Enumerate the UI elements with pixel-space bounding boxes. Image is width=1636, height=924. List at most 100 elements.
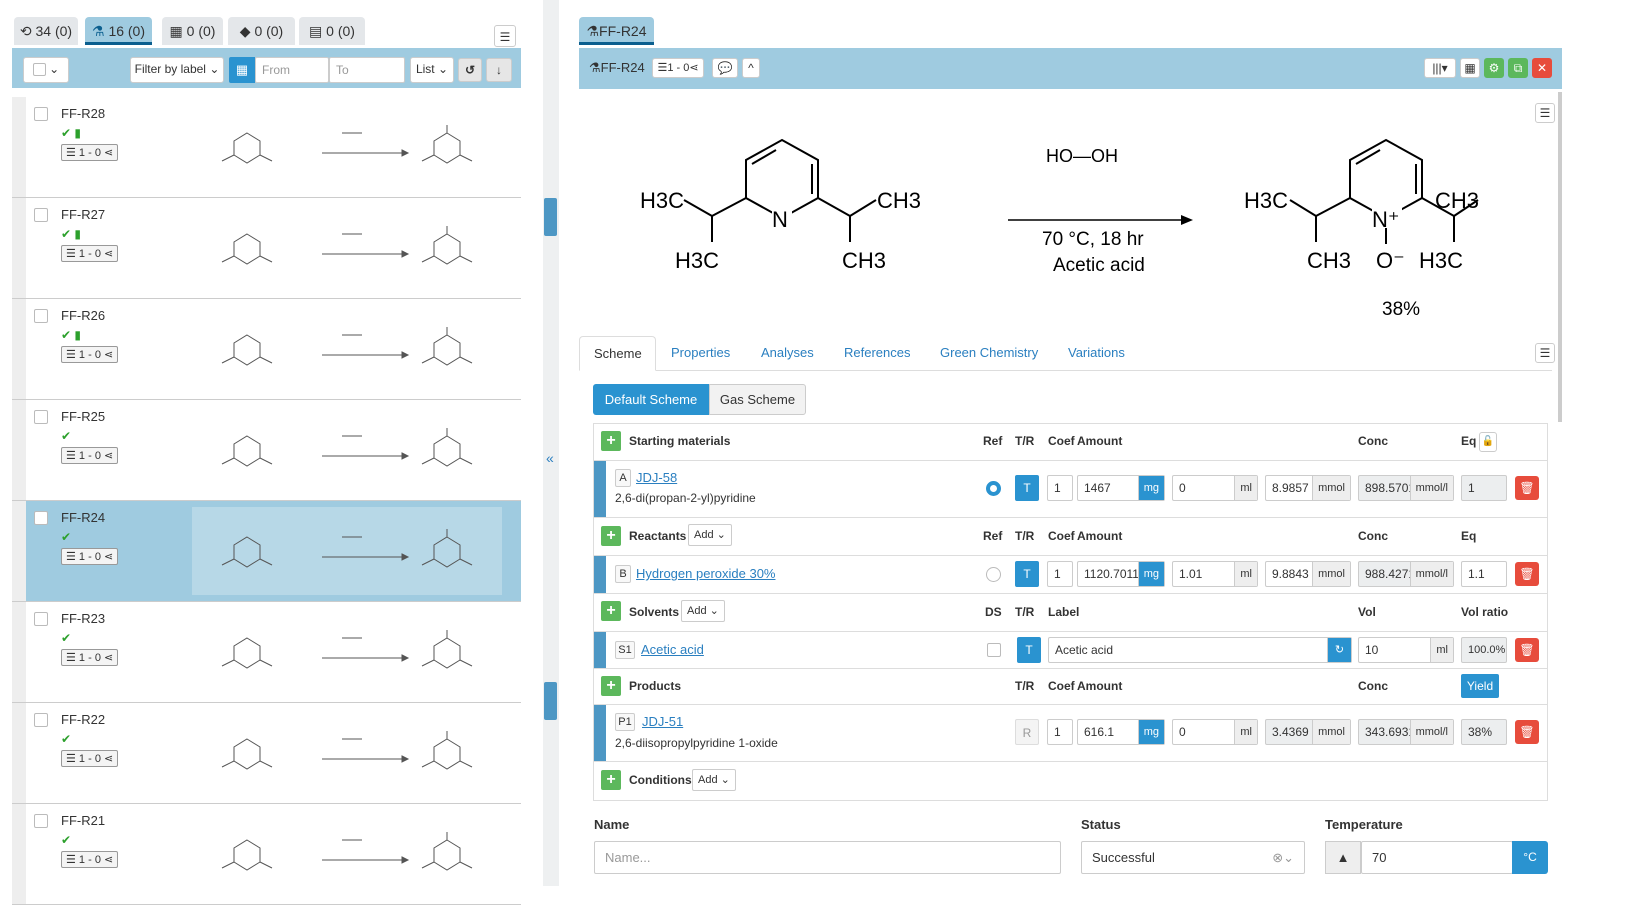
delete-icon[interactable]: 🗑: [1515, 720, 1539, 744]
reaction-thumbnail[interactable]: [192, 709, 502, 797]
settings-sliders-icon[interactable]: ☰: [1535, 343, 1555, 363]
view-mode-dropdown[interactable]: List ⌄: [410, 57, 454, 83]
reset-icon[interactable]: ↺: [458, 58, 482, 82]
add-reactant-dropdown[interactable]: Add ⌄: [688, 524, 732, 546]
reaction-label[interactable]: FF-R24: [61, 510, 106, 525]
chevron-up-icon[interactable]: ^: [742, 58, 760, 78]
reaction-label[interactable]: FF-R23: [61, 611, 106, 626]
reaction-thumbnail[interactable]: [192, 608, 502, 696]
tab-scheme[interactable]: Scheme: [579, 336, 656, 371]
add-solvent-button[interactable]: +: [601, 601, 621, 621]
reaction-label[interactable]: FF-R25: [61, 409, 106, 424]
gas-scheme-button[interactable]: Gas Scheme: [709, 384, 806, 415]
share-button[interactable]: ☰ 1 - 0 ⋖: [61, 346, 119, 363]
eq-input[interactable]: 1.1: [1461, 561, 1507, 587]
tab-variations[interactable]: Variations: [1068, 345, 1125, 360]
gears-icon[interactable]: ⚙: [1484, 58, 1504, 78]
material-link[interactable]: JDJ-58: [636, 470, 678, 485]
drag-handle[interactable]: [12, 299, 26, 399]
reaction-label[interactable]: FF-R21: [61, 813, 106, 828]
tab-analyses[interactable]: Analyses: [761, 345, 814, 360]
sort-down-icon[interactable]: ↓: [486, 58, 512, 82]
tab-properties[interactable]: Properties: [671, 345, 731, 360]
tab-collections[interactable]: ◆ 0 (0): [228, 17, 295, 45]
add-product-button[interactable]: +: [601, 676, 621, 696]
temperature-chart-icon[interactable]: ▲: [1325, 841, 1361, 874]
tr-toggle[interactable]: T: [1017, 637, 1041, 663]
row-checkbox[interactable]: [34, 309, 48, 323]
volume-input[interactable]: 1.01 ml: [1172, 561, 1258, 587]
filter-by-label-dropdown[interactable]: Filter by label ⌄: [130, 57, 224, 83]
calendar-icon[interactable]: ▦: [229, 57, 255, 83]
reaction-thumbnail[interactable]: [192, 204, 502, 292]
reaction-list-item[interactable]: FF-R26 ✔ ▮ ☰ 1 - 0 ⋖: [12, 299, 521, 400]
comments-icon[interactable]: 💬: [712, 58, 738, 78]
add-condition-dropdown[interactable]: Add ⌄: [692, 769, 736, 791]
reaction-thumbnail[interactable]: [192, 103, 502, 191]
share-button[interactable]: ☰1 - 0⋖: [652, 58, 704, 78]
close-icon[interactable]: ✕: [1532, 58, 1552, 78]
collapse-left-icon[interactable]: «: [546, 450, 554, 466]
coef-input[interactable]: 1: [1047, 475, 1073, 501]
calendar-icon[interactable]: ▦: [1460, 58, 1480, 78]
panel-divider[interactable]: [543, 0, 559, 886]
add-reactant-button[interactable]: +: [601, 526, 621, 546]
delete-icon[interactable]: 🗑: [1515, 638, 1539, 662]
row-checkbox[interactable]: [34, 612, 48, 626]
drag-handle[interactable]: [12, 602, 26, 702]
drag-handle[interactable]: [544, 682, 557, 720]
drag-handle[interactable]: [12, 97, 26, 197]
date-to-input[interactable]: To: [329, 57, 405, 83]
tab-wellplates[interactable]: ▦ 0 (0): [162, 17, 223, 45]
mass-input[interactable]: 1120.7011 mg: [1077, 561, 1165, 587]
barcode-icon[interactable]: |||▾: [1424, 58, 1456, 78]
material-link[interactable]: JDJ-51: [642, 714, 684, 729]
volume-input[interactable]: 0 ml: [1172, 475, 1258, 501]
ref-radio[interactable]: [986, 481, 1001, 496]
mass-input[interactable]: 616.1 mg: [1077, 719, 1165, 745]
tab-documents[interactable]: ▤ 0 (0): [299, 17, 365, 45]
drag-handle[interactable]: [594, 461, 606, 517]
yield-button[interactable]: Yield: [1461, 674, 1499, 698]
tab-reactions[interactable]: ⚗ 16 (0): [85, 17, 152, 45]
drag-handle[interactable]: [12, 703, 26, 803]
reaction-list-item[interactable]: FF-R25 ✔ ☰ 1 - 0 ⋖: [12, 400, 521, 501]
mass-input[interactable]: 1467 mg: [1077, 475, 1165, 501]
scrollbar[interactable]: [1558, 92, 1562, 422]
row-checkbox[interactable]: [34, 410, 48, 424]
drag-handle[interactable]: [594, 556, 606, 593]
drag-handle[interactable]: [12, 804, 26, 904]
tab-green-chemistry[interactable]: Green Chemistry: [940, 345, 1039, 360]
solvent-volume-input[interactable]: 10 ml: [1358, 637, 1454, 663]
tab-samples[interactable]: ⟲ 34 (0): [14, 17, 78, 45]
tab-ff-r24[interactable]: ⚗FF-R24: [579, 17, 654, 45]
share-button[interactable]: ☰ 1 - 0 ⋖: [61, 447, 119, 464]
share-button[interactable]: ☰ 1 - 0 ⋖: [61, 851, 119, 868]
tab-references[interactable]: References: [844, 345, 911, 360]
drag-handle[interactable]: [594, 705, 606, 761]
lock-icon[interactable]: 🔓: [1479, 432, 1497, 452]
delete-icon[interactable]: 🗑: [1515, 562, 1539, 586]
material-link[interactable]: Acetic acid: [641, 642, 704, 657]
reaction-list-item[interactable]: FF-R23 ✔ ☰ 1 - 0 ⋖: [12, 602, 521, 703]
temperature-unit-button[interactable]: °C: [1512, 841, 1548, 874]
reaction-thumbnail[interactable]: [192, 810, 502, 898]
drag-handle[interactable]: [12, 400, 26, 500]
reaction-thumbnail[interactable]: [192, 305, 502, 393]
drag-handle[interactable]: [12, 198, 26, 298]
ref-radio[interactable]: [986, 567, 1001, 582]
add-starting-material-button[interactable]: +: [601, 431, 621, 451]
material-link[interactable]: Hydrogen peroxide 30%: [636, 566, 776, 581]
settings-sliders-icon[interactable]: ☰: [1535, 103, 1555, 123]
row-checkbox[interactable]: [34, 713, 48, 727]
share-button[interactable]: ☰ 1 - 0 ⋖: [61, 649, 119, 666]
reaction-label[interactable]: FF-R27: [61, 207, 106, 222]
status-select[interactable]: Successful ⊗⌄: [1081, 841, 1305, 874]
copy-icon[interactable]: ⧉: [1508, 58, 1528, 78]
row-checkbox[interactable]: [34, 208, 48, 222]
reaction-label[interactable]: FF-R26: [61, 308, 106, 323]
reaction-thumbnail[interactable]: [192, 406, 502, 494]
tr-toggle[interactable]: T: [1015, 561, 1039, 587]
reaction-list-item[interactable]: FF-R22 ✔ ☰ 1 - 0 ⋖: [12, 703, 521, 804]
drag-handle[interactable]: [594, 632, 606, 668]
